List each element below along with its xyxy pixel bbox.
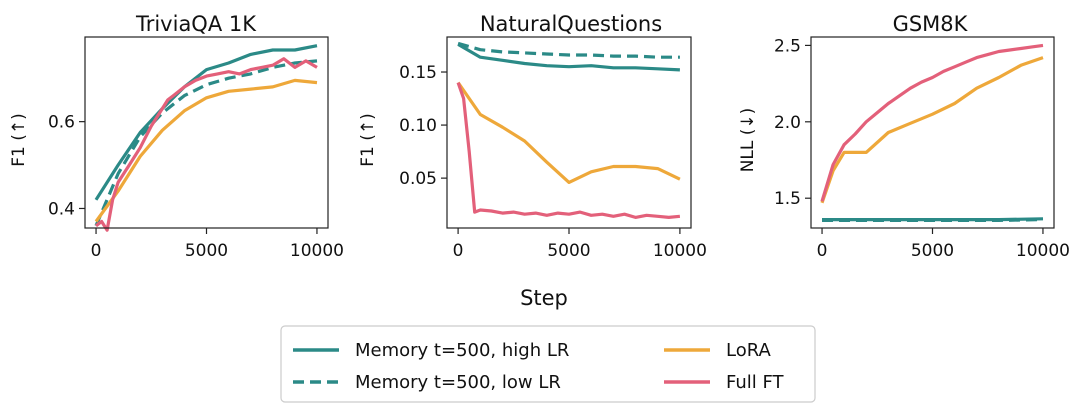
- x-tick-label: 10000: [1016, 241, 1070, 261]
- plot-area: 0 5000 10000 0.4 0.6: [48, 36, 344, 261]
- x-tick-label: 5000: [547, 241, 590, 261]
- panel-gsm8k: GSM8K NLL (↓) 0 5000 10000 1.5 2.0 2.5: [738, 12, 1070, 261]
- series-line-full-ft: [456, 82, 681, 219]
- x-tick-label: 5000: [185, 241, 228, 261]
- series-line-memory-low: [94, 59, 318, 227]
- panel-title: GSM8K: [893, 12, 969, 36]
- y-axis-label: F1 (↑): [358, 113, 378, 167]
- x-tick-label: 0: [817, 241, 828, 261]
- legend-label-memory-low: Memory t=500, low LR: [355, 372, 561, 393]
- shared-x-axis-label: Step: [520, 286, 568, 310]
- legend-items: Memory t=500, high LR Memory t=500, low L…: [293, 340, 785, 393]
- legend-label-full-ft: Full FT: [726, 372, 785, 393]
- legend: Memory t=500, high LR Memory t=500, low L…: [280, 325, 816, 403]
- y-axis-label: F1 (↑): [9, 113, 29, 167]
- series-line-lora: [456, 81, 681, 184]
- series-line-memory-low: [822, 218, 1044, 222]
- y-tick-label: 0.10: [399, 116, 437, 136]
- x-tick-label: 0: [453, 241, 464, 261]
- x-tick-label: 0: [91, 241, 102, 261]
- series-line-lora: [94, 78, 318, 223]
- series-line-memory-high: [94, 44, 318, 201]
- x-tick-label: 10000: [653, 241, 707, 261]
- y-tick-label: 2.5: [774, 36, 801, 56]
- plot-area: 0 5000 10000 1.5 2.0 2.5: [774, 36, 1070, 261]
- y-tick-label: 2.0: [774, 113, 801, 133]
- legend-label-lora: LoRA: [726, 340, 772, 361]
- series-line-memory-high: [457, 43, 680, 72]
- x-tick-label: 10000: [290, 241, 344, 261]
- legend-label-memory-high: Memory t=500, high LR: [355, 340, 569, 361]
- y-tick-label: 0.15: [399, 63, 437, 83]
- panel-naturalquestions: NaturalQuestions F1 (↑) 0 5000 10000 0.05 0.…: [358, 12, 707, 261]
- plot-area: 0 5000 10000 0.05 0.10 0.15: [399, 36, 707, 261]
- panel-title: NaturalQuestions: [480, 12, 662, 36]
- y-axis-label: NLL (↓): [738, 108, 758, 173]
- panel-title: TriviaQA 1K: [135, 12, 257, 36]
- panel-triviaqa: TriviaQA 1K F1 (↑) 0 5000 10000 0.4 0.6: [9, 12, 344, 261]
- series-line-lora: [820, 56, 1044, 204]
- y-tick-label: 0.6: [48, 113, 75, 133]
- series-line-full-ft: [95, 57, 318, 232]
- y-tick-label: 0.4: [48, 199, 75, 219]
- series-line-full-ft: [820, 43, 1044, 202]
- y-tick-label: 0.05: [399, 169, 437, 189]
- y-tick-label: 1.5: [774, 189, 801, 209]
- x-tick-label: 5000: [911, 241, 954, 261]
- series-line-memory-low: [457, 41, 680, 59]
